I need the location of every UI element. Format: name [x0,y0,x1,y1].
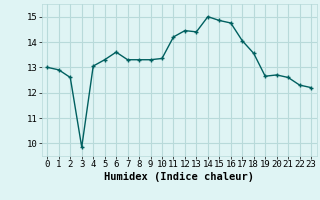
X-axis label: Humidex (Indice chaleur): Humidex (Indice chaleur) [104,172,254,182]
